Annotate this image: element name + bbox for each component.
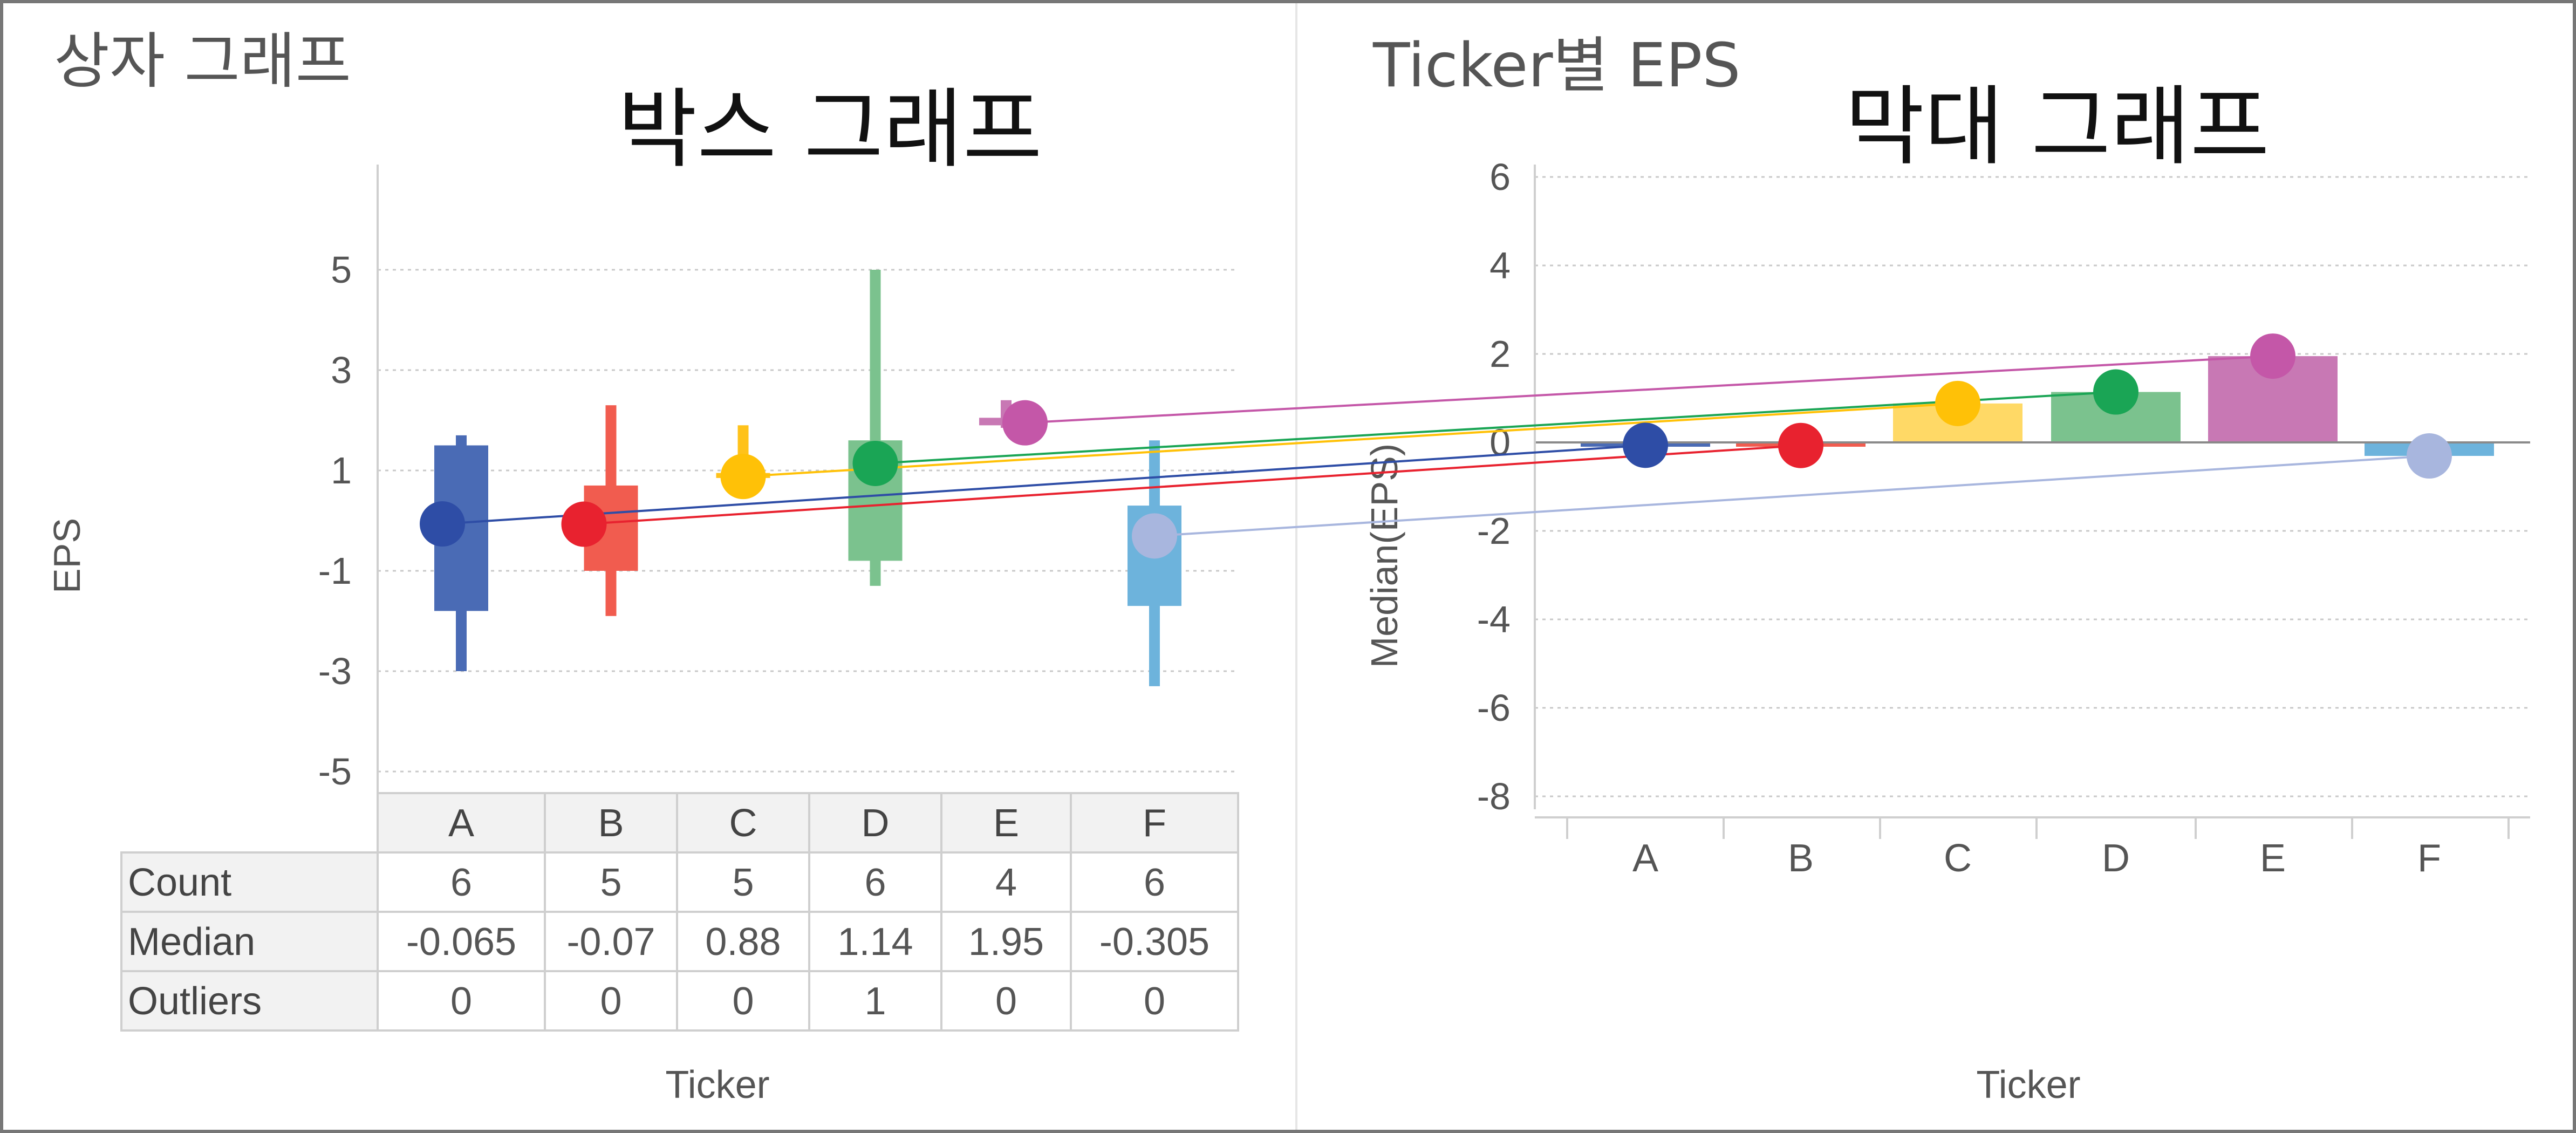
stats-table-header-bg (377, 792, 1239, 854)
bar-chart-annotation: 막대 그래프 (1845, 76, 2270, 177)
stats-table-cell (544, 970, 678, 1032)
box-plot-median-marker (720, 454, 766, 500)
box-plot-median-marker (561, 501, 607, 547)
stats-table-value: 0 (1144, 980, 1165, 1023)
stats-table-header-label: C (729, 802, 757, 845)
box-plot-annotation: 박스 그래프 (618, 79, 1042, 180)
stats-table: A B C D E F Count 6 5 5 6 4 6 Median -0.065 -0.07 0.88 1.… (120, 792, 1239, 1032)
bar-chart-x-tick-label: F (2417, 837, 2441, 880)
stats-table-header-label: F (1143, 802, 1166, 845)
bar-chart-value-marker (2250, 333, 2295, 379)
stats-table-cell (544, 851, 678, 913)
stats-table-row-label-cell (120, 911, 379, 972)
stats-table-header-label: A (448, 802, 474, 845)
median-connector-line (584, 444, 1801, 525)
box-plot-median-marker (852, 440, 898, 486)
stats-table-value: 0 (450, 980, 472, 1023)
stats-table-cell (808, 851, 942, 913)
stats-table-value: 1.14 (837, 920, 913, 964)
left-panel-title: 상자 그래프 (54, 26, 351, 97)
box-plot-y-tick-label: 3 (331, 349, 352, 391)
stats-table-value: 0 (732, 980, 754, 1023)
stats-table-value: -0.07 (566, 920, 655, 964)
bar-chart-y-tick-label: 4 (1489, 244, 1511, 286)
stats-table-cell (377, 851, 546, 913)
bar-chart-y-tick-label: -8 (1477, 775, 1511, 817)
stats-table-value: 6 (450, 861, 472, 904)
box-plot-median-marker (420, 501, 465, 547)
bar-chart-x-tick-label: D (2102, 837, 2130, 880)
bar-chart-x-ticks: A B C D E F (1566, 817, 2510, 880)
bar-chart-y-tick-label: -6 (1477, 687, 1511, 729)
stats-table-cell (940, 970, 1072, 1032)
stats-table-value: 1 (864, 980, 886, 1023)
bar-chart-y-axis-label: Median(EPS) (1363, 443, 1405, 668)
bar-chart-y-tick-label: -4 (1477, 598, 1511, 640)
median-connector-line (442, 444, 1646, 525)
stats-table-cell (808, 911, 942, 972)
median-connector-line (1024, 355, 2273, 424)
box-plot-median-marker (1002, 400, 1048, 446)
bar-chart-value-marker (2093, 369, 2138, 415)
box-plot-y-tick-label: -3 (318, 650, 352, 692)
stats-table-value: 4 (995, 861, 1017, 904)
stats-table-value: 0 (600, 980, 621, 1023)
stats-table-value: 0 (995, 980, 1017, 1023)
box-plot-y-tick-label: -5 (318, 750, 352, 793)
stats-table-cell (676, 851, 810, 913)
stats-table-cell (1070, 911, 1239, 972)
stats-table-row-label: Count (128, 861, 231, 904)
bar-chart-y-tick-label: -2 (1477, 510, 1511, 552)
box-plot-median-marker (1132, 513, 1177, 559)
bar-chart-x-tick-label: A (1632, 837, 1658, 880)
stats-table-value: -0.065 (406, 920, 516, 964)
stats-table-value: 6 (864, 861, 886, 904)
bar-chart-x-tick-label: B (1788, 837, 1814, 880)
bar-chart-y-tick-label: 6 (1489, 156, 1511, 198)
stats-table-cell (1070, 851, 1239, 913)
median-connector-line (875, 391, 2116, 465)
box-plot-y-tick-label: 1 (331, 449, 352, 492)
median-connector-lines (442, 355, 2430, 537)
stats-table-header-label: D (862, 802, 890, 845)
box-plot-y-axis-label: EPS (46, 518, 88, 593)
stats-table-cell (676, 911, 810, 972)
bar-chart-value-marker (1935, 380, 1980, 426)
stats-table-value: 5 (600, 861, 621, 904)
stats-table-value: 0.88 (705, 920, 781, 964)
bar-chart-value-marker (2407, 433, 2452, 479)
stats-table-value: -0.305 (1099, 920, 1210, 964)
stats-table-row-label: Median (128, 920, 255, 964)
median-connector-line (743, 402, 1958, 478)
box-plot-y-tick-label: 5 (331, 249, 352, 291)
median-connector-line (1154, 455, 2430, 537)
bar-chart-y-tick-label: 2 (1489, 333, 1511, 375)
bar-chart-x-tick-label: E (2260, 837, 2286, 880)
box-plot-y-tick-label: -1 (318, 550, 352, 592)
stats-table-value: 1.95 (968, 920, 1044, 964)
stats-table-header-label: E (993, 802, 1019, 845)
bar-chart-x-axis-label: Ticker (1976, 1063, 2080, 1107)
stats-table-row-label-cell (120, 970, 379, 1032)
stats-table-row-label: Outliers (128, 980, 262, 1023)
stats-table-header-label: B (598, 802, 624, 845)
stats-table-cell (1070, 970, 1239, 1032)
stats-table-cell (676, 970, 810, 1032)
bar-chart-value-marker (1623, 422, 1668, 468)
right-panel-title: Ticker별 EPS (1372, 31, 1741, 101)
stats-table-cell (377, 970, 546, 1032)
stats-table-value: 6 (1144, 861, 1165, 904)
bar-chart-value-marker (1778, 422, 1823, 468)
box-plot-x-axis-label: Ticker (665, 1063, 769, 1107)
stats-table-value: 5 (732, 861, 754, 904)
median-markers (420, 333, 2452, 559)
bar-chart-x-tick-label: C (1944, 837, 1972, 880)
